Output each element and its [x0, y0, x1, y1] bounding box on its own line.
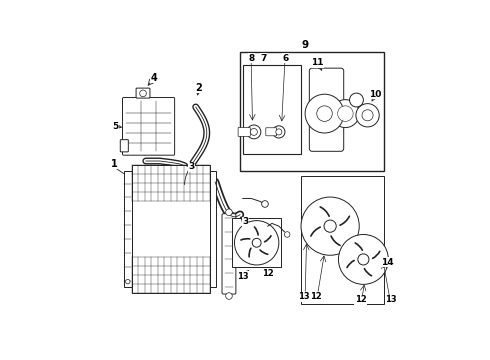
FancyBboxPatch shape [120, 140, 128, 152]
Circle shape [284, 232, 290, 237]
Circle shape [250, 129, 257, 135]
Circle shape [356, 104, 379, 127]
Circle shape [252, 238, 261, 247]
FancyArrowPatch shape [260, 250, 268, 254]
Text: 13: 13 [237, 271, 248, 280]
Text: 10: 10 [369, 90, 382, 99]
FancyArrowPatch shape [355, 243, 362, 250]
FancyArrowPatch shape [320, 207, 329, 216]
Circle shape [301, 197, 359, 255]
Circle shape [324, 220, 336, 232]
FancyBboxPatch shape [309, 68, 343, 151]
Text: 3: 3 [188, 162, 195, 171]
Text: 13: 13 [298, 292, 310, 301]
FancyArrowPatch shape [347, 261, 354, 267]
FancyArrowPatch shape [365, 269, 371, 276]
Circle shape [349, 93, 364, 107]
FancyArrowPatch shape [331, 236, 340, 246]
Text: 5: 5 [112, 122, 119, 131]
Circle shape [225, 209, 232, 216]
FancyBboxPatch shape [222, 214, 236, 294]
Text: 7: 7 [260, 54, 267, 63]
Text: 2: 2 [195, 82, 202, 93]
Circle shape [358, 254, 369, 265]
Bar [132, 165, 210, 293]
FancyBboxPatch shape [122, 98, 174, 155]
Text: 14: 14 [381, 258, 394, 267]
Bar [243, 66, 301, 154]
Circle shape [140, 90, 147, 97]
Bar [123, 171, 132, 287]
Circle shape [331, 100, 359, 127]
Text: 12: 12 [310, 292, 322, 301]
FancyBboxPatch shape [238, 127, 250, 136]
FancyArrowPatch shape [249, 248, 251, 257]
Circle shape [339, 234, 389, 284]
Text: 9: 9 [301, 40, 309, 50]
FancyArrowPatch shape [311, 227, 320, 236]
Circle shape [338, 106, 353, 121]
FancyBboxPatch shape [266, 128, 277, 136]
Circle shape [262, 201, 269, 207]
Bar [133, 179, 138, 279]
FancyArrowPatch shape [241, 239, 250, 240]
FancyBboxPatch shape [136, 88, 150, 98]
FancyArrowPatch shape [340, 216, 349, 225]
Circle shape [235, 221, 279, 265]
Text: 13: 13 [385, 295, 397, 304]
Text: 6: 6 [283, 54, 289, 63]
Text: 1: 1 [111, 159, 118, 169]
Bar [232, 219, 281, 267]
Circle shape [247, 125, 261, 139]
Bar [210, 171, 217, 287]
Text: 3: 3 [243, 217, 249, 226]
FancyArrowPatch shape [254, 227, 258, 235]
FancyArrowPatch shape [265, 236, 271, 242]
Bar [240, 51, 384, 171]
Text: 4: 4 [151, 73, 157, 83]
Circle shape [276, 129, 282, 135]
Circle shape [273, 126, 285, 138]
Circle shape [305, 94, 344, 133]
Circle shape [317, 106, 332, 121]
Text: 11: 11 [312, 58, 324, 67]
Text: 8: 8 [248, 54, 254, 63]
Text: 12: 12 [355, 295, 367, 304]
Bar [301, 176, 384, 304]
Circle shape [125, 279, 130, 284]
Circle shape [362, 110, 373, 121]
FancyArrowPatch shape [372, 251, 380, 258]
Text: 12: 12 [262, 269, 273, 278]
Circle shape [225, 293, 232, 299]
